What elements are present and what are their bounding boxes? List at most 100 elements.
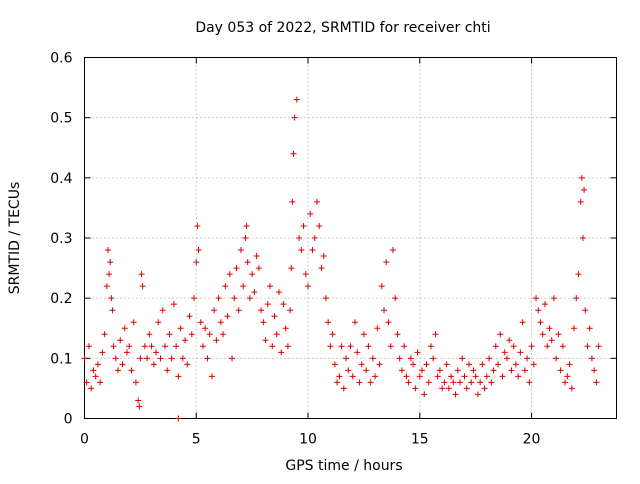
data-point [535,307,542,314]
data-point [495,361,502,368]
data-point [199,343,206,350]
x-tick-label: 20 [523,432,541,448]
data-point [168,355,175,362]
data-point [302,271,309,278]
data-point [88,385,95,392]
data-point [275,289,282,296]
data-point [173,343,180,350]
data-point [517,349,524,356]
y-tick-label: 0.4 [50,171,72,187]
data-point [416,373,423,380]
data-point [524,355,531,362]
data-point [591,367,598,374]
data-point [544,343,551,350]
data-point [128,367,135,374]
data-point [490,367,497,374]
data-point [528,343,535,350]
data-point [354,349,361,356]
data-point [146,331,153,338]
data-point [479,361,486,368]
data-point [405,379,412,386]
data-point [427,343,434,350]
data-point [213,337,220,344]
data-point [593,379,600,386]
data-point [138,271,145,278]
data-point [595,343,602,350]
data-point [83,379,90,386]
data-point [343,355,350,362]
data-point [318,265,325,272]
y-axis-label: SRMTID / TECUs [7,182,23,295]
data-point [407,355,414,362]
data-point [331,361,338,368]
data-point [148,343,155,350]
y-tick-label: 0 [64,412,73,428]
data-point [300,222,307,229]
data-point [293,96,300,103]
data-point [334,379,341,386]
data-point [90,367,97,374]
data-point [582,307,589,314]
data-point [141,343,148,350]
data-point [434,373,441,380]
data-point [305,283,312,290]
data-point [240,283,247,290]
data-point [271,313,278,320]
data-point [179,355,186,362]
data-point [106,271,113,278]
data-point [557,367,564,374]
data-point [461,373,468,380]
data-point [121,325,128,332]
data-point [497,331,504,338]
data-point [381,307,388,314]
data-point [322,295,329,302]
data-point [313,198,320,205]
data-point [175,415,182,422]
data-point [423,361,430,368]
data-point [316,222,323,229]
data-point [515,373,522,380]
data-point [137,355,144,362]
data-point [136,403,143,410]
data-point [537,319,544,326]
data-point [273,331,280,338]
data-point [159,307,166,314]
chart-title: Day 053 of 2022, SRMTID for receiver cht… [195,20,490,36]
data-point [251,289,258,296]
data-point [170,301,177,308]
data-point [581,186,588,193]
data-point [298,247,305,254]
data-point [578,174,585,181]
x-tick-label: 0 [80,432,89,448]
data-point [457,379,464,386]
data-point [356,379,363,386]
data-point [161,343,168,350]
data-point [117,337,124,344]
data-point [123,349,130,356]
data-point [226,271,233,278]
data-point [586,325,593,332]
data-point [327,343,334,350]
data-point [243,222,250,229]
data-point [573,295,580,302]
data-point [414,349,421,356]
data-point [284,343,291,350]
data-point [269,343,276,350]
data-point [85,343,92,350]
data-point [195,247,202,254]
data-point [555,331,562,338]
data-point [488,379,495,386]
data-point [208,373,215,380]
data-point [215,295,222,302]
data-point [401,343,408,350]
data-point [546,325,553,332]
data-point [132,379,139,386]
data-point [526,379,533,386]
y-tick-label: 0.3 [50,231,72,247]
axis-ticks: 0 0.1 0.2 0.3 0.4 0.5 0.6 0 5 10 15 20 [50,51,617,448]
data-point [374,325,381,332]
data-point [139,283,146,290]
data-point [439,385,446,392]
data-point [358,361,365,368]
